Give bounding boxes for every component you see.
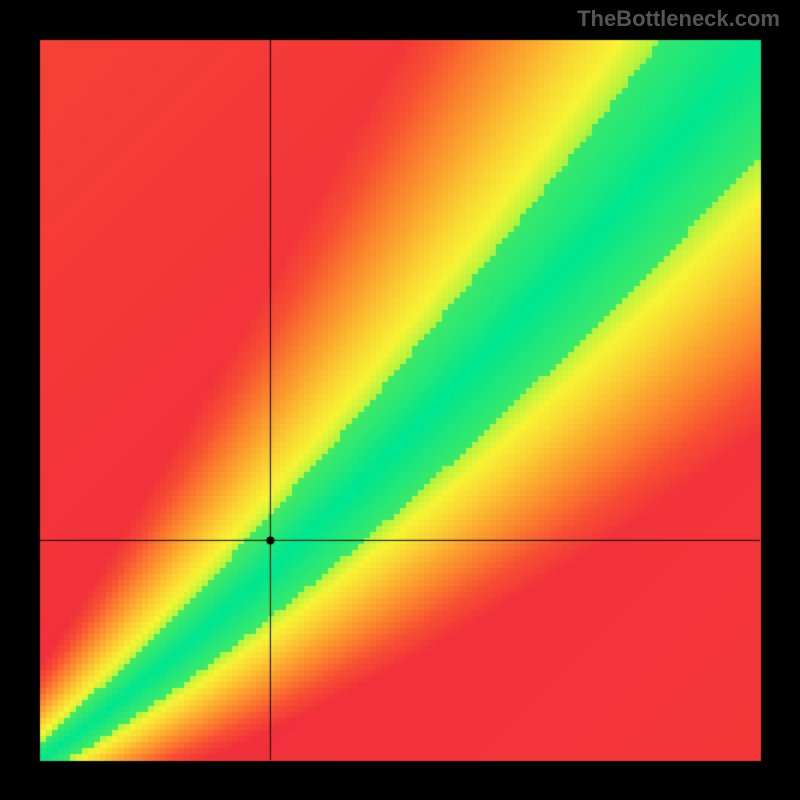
watermark-text: TheBottleneck.com [577,6,780,32]
chart-root: TheBottleneck.com [0,0,800,800]
heatmap-canvas [0,0,800,800]
